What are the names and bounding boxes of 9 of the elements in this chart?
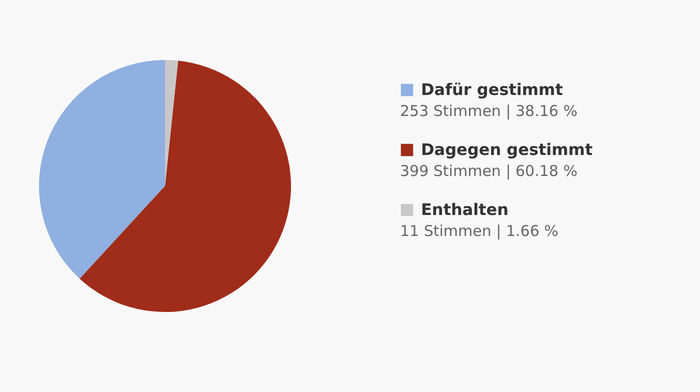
pie-slice	[39, 60, 165, 279]
pie-slice	[165, 60, 178, 186]
data-label: 399 Stimmen | 60.18 %	[400, 162, 578, 180]
legend-label: Enthalten	[421, 200, 509, 219]
data-label: 11 Stimmen | 1.66 %	[400, 222, 558, 240]
pie-slice	[80, 60, 291, 312]
legend-label: Dagegen gestimmt	[421, 140, 593, 159]
data-label: 253 Stimmen | 38.16 %	[400, 102, 578, 120]
legend-label: Dafür gestimmt	[421, 80, 564, 99]
